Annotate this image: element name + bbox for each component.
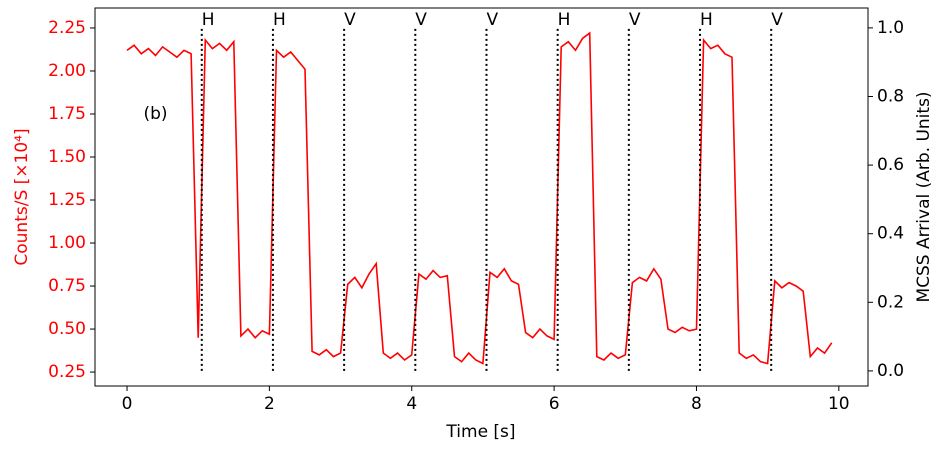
y-tick-label: 1.25: [48, 190, 86, 210]
x-tick-label: 2: [264, 394, 275, 414]
marker-label: V: [629, 10, 641, 30]
y-tick-label: 1.75: [48, 104, 86, 124]
x-tick-label: 4: [406, 394, 417, 414]
marker-label: H: [273, 10, 286, 30]
y2-tick-label: 0.0: [877, 361, 904, 381]
y-tick-label: 0.25: [48, 362, 86, 382]
plot-frame: [94, 7, 869, 387]
y2-tick-label: 0.2: [877, 292, 904, 312]
marker-label: H: [700, 10, 713, 30]
marker-label: V: [771, 10, 783, 30]
y2-tick-label: 0.6: [877, 155, 904, 175]
y-tick-label: 1.00: [48, 233, 86, 253]
y2-tick-label: 0.4: [877, 224, 904, 244]
y-axis-label: Counts/S [×10⁴]: [12, 128, 32, 265]
y2-tick-label: 0.8: [877, 86, 904, 106]
y-tick-label: 0.75: [48, 276, 86, 296]
x-tick-label: 6: [549, 394, 560, 414]
annotation: (b): [143, 104, 167, 124]
marker-label: H: [202, 10, 215, 30]
y-tick-label: 1.50: [48, 147, 86, 167]
y2-axis-label: MCSS Arrival (Arb. Units): [914, 91, 934, 302]
marker-label: V: [344, 10, 356, 30]
marker-label: H: [558, 10, 571, 30]
x-tick-label: 10: [828, 394, 850, 414]
x-tick-label: 0: [122, 394, 133, 414]
y-tick-label: 0.50: [48, 319, 86, 339]
marker-label: V: [486, 10, 498, 30]
x-tick-label: 8: [691, 394, 702, 414]
y-tick-label: 2.25: [48, 18, 86, 38]
x-axis-label: Time [s]: [445, 422, 515, 442]
y-tick-label: 2.00: [48, 61, 86, 81]
data-line: [126, 31, 833, 365]
marker-label: V: [415, 10, 427, 30]
y2-tick-label: 1.0: [877, 18, 904, 38]
